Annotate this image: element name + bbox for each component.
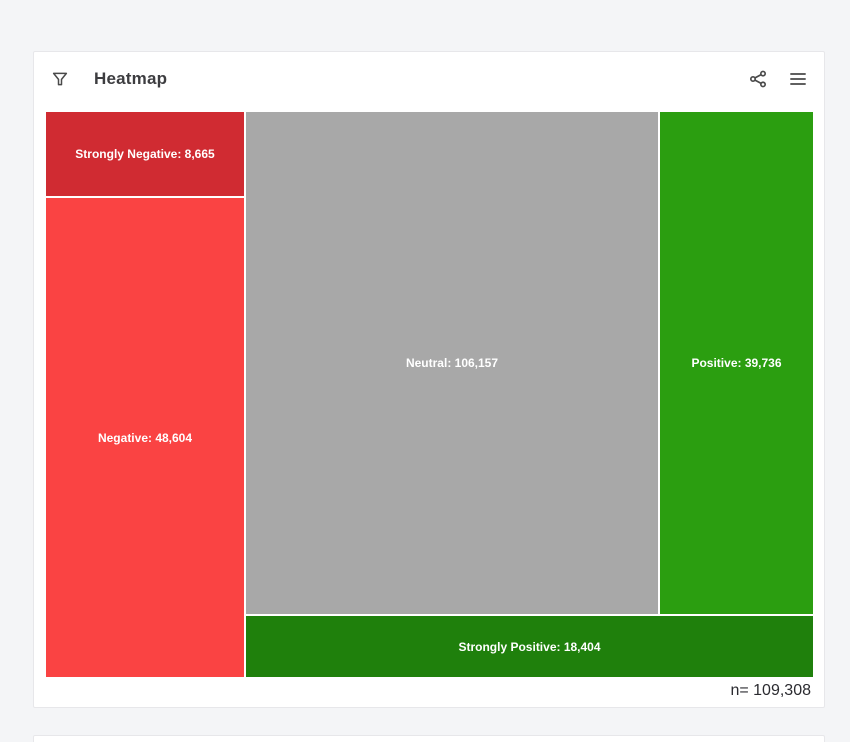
treemap-cell-negative[interactable]: Negative: 48,604 — [46, 198, 244, 677]
card-header: Heatmap — [34, 52, 824, 106]
cell-label: Strongly Negative: 8,665 — [75, 147, 215, 161]
cell-label: Positive: 39,736 — [691, 356, 782, 370]
sentiment-treemap: Strongly Negative: 8,665 Negative: 48,60… — [46, 112, 813, 677]
menu-icon[interactable] — [786, 67, 810, 91]
header-actions — [746, 67, 810, 91]
cell-label: Neutral: 106,157 — [405, 356, 499, 370]
next-card-edge — [33, 735, 825, 742]
card-title: Heatmap — [94, 69, 168, 88]
filter-icon[interactable] — [48, 67, 72, 91]
heatmap-card: Heatmap — [33, 51, 825, 708]
treemap-cell-positive[interactable]: Positive: 39,736 — [660, 112, 813, 614]
cell-label: Negative: 48,604 — [97, 430, 193, 445]
cell-label: Strongly Positive: 18,404 — [458, 639, 601, 654]
treemap-cell-neutral[interactable]: Neutral: 106,157 — [246, 112, 658, 614]
share-icon[interactable] — [746, 67, 770, 91]
sample-size-label: n= 109,308 — [730, 682, 811, 699]
treemap-cell-strongly-positive[interactable]: Strongly Positive: 18,404 — [246, 616, 813, 677]
treemap-cell-strongly-negative[interactable]: Strongly Negative: 8,665 — [46, 112, 244, 196]
